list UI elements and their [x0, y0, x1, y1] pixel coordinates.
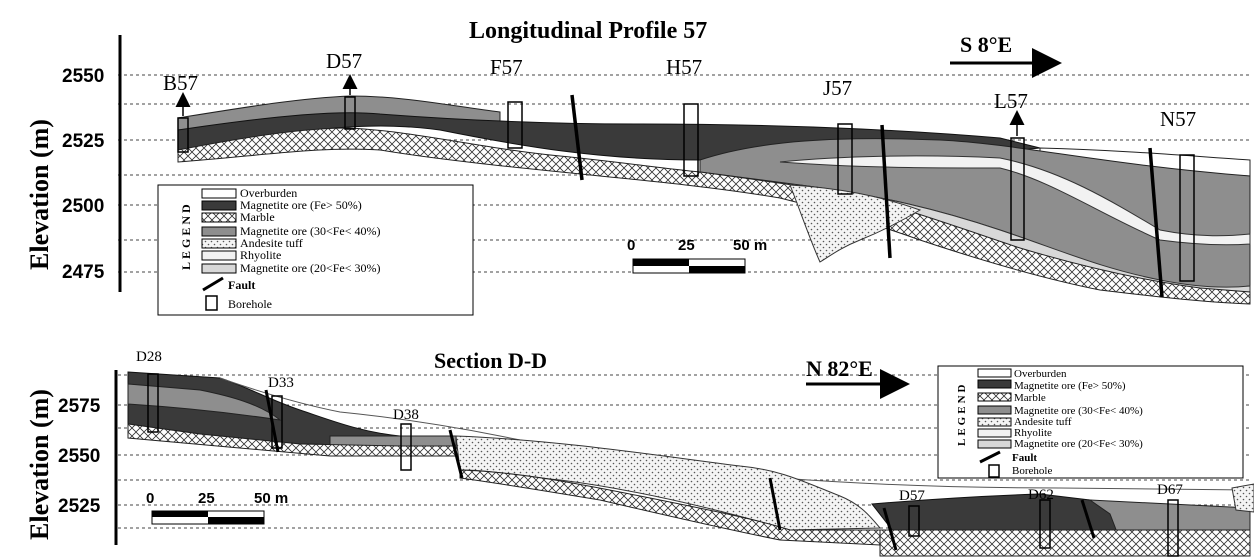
top-marble: [177, 127, 1251, 305]
legend-item-overburden: Overburden: [1014, 368, 1067, 380]
legend-item-ore-high: Magnetite ore (Fe> 50%): [1014, 380, 1126, 392]
borehole-D28: [147, 373, 159, 433]
borehole-label-N57: N57: [1160, 107, 1196, 131]
legend-item-ore-mid: Magnetite ore (30<Fe< 40%): [240, 224, 381, 238]
bottom-tick-2525: 2525: [58, 496, 101, 517]
legend-item-borehole: Borehole: [1012, 465, 1052, 477]
borehole-N57: [1179, 154, 1195, 282]
top-scale-25: 25: [678, 237, 695, 254]
borehole-D38: [400, 423, 412, 471]
borehole-label-J57: J57: [823, 76, 852, 100]
legend-heading: LEGEND: [179, 201, 193, 270]
legend-item-marble: Marble: [1014, 392, 1046, 404]
bottom-tick-2550: 2550: [58, 446, 100, 467]
top-section: Elevation (m) 2550 2525 2500 2475 Longit…: [25, 18, 1251, 316]
borehole-H57: [683, 103, 699, 177]
top-rhyolite-lens: [779, 155, 1251, 246]
legend-item-andesite: Andesite tuff: [240, 236, 303, 250]
top-tick-2475: 2475: [62, 262, 105, 283]
borehole-label-D28: D28: [136, 349, 162, 365]
bottom-scale-0: 0: [146, 490, 154, 507]
top-title: Longitudinal Profile 57: [469, 18, 707, 44]
bottom-section: Elevation (m) 2575 2550 2525 Section D-D…: [25, 348, 1254, 557]
legend-item-rhyolite: Rhyolite: [240, 248, 281, 262]
borehole-label-F57: F57: [490, 55, 523, 79]
borehole-label-D67: D67: [1157, 482, 1183, 498]
legend-item-borehole: Borehole: [228, 297, 272, 311]
borehole-label-D57: D57: [899, 488, 925, 504]
borehole-D57: [908, 505, 920, 537]
bottom-overburden-right: [1231, 483, 1254, 513]
top-scale-0: 0: [627, 237, 635, 254]
borehole-J57: [837, 123, 853, 195]
top-legend: LEGEND Overburden Magnetite ore (Fe> 50%…: [157, 184, 474, 316]
bottom-title: Section D-D: [434, 348, 547, 373]
top-tick-2500: 2500: [62, 196, 104, 217]
borehole-D33: [271, 395, 283, 449]
top-scale-50: 50 m: [733, 237, 767, 254]
top-tick-2525: 2525: [62, 131, 105, 152]
borehole-D62: [1039, 499, 1051, 549]
borehole-D57: [344, 96, 356, 130]
borehole-label-L57: L57: [994, 89, 1028, 113]
legend-heading: LEGEND: [956, 382, 968, 446]
fault-line: [882, 507, 898, 551]
top-scale-bar: 0 25 50 m: [627, 237, 767, 274]
fault-line: [1148, 147, 1164, 298]
bottom-scale-bar: 0 25 50 m: [146, 490, 288, 525]
legend-item-fault: Fault: [1012, 452, 1037, 464]
borehole-L57: [1010, 137, 1025, 241]
borehole-label-D38: D38: [393, 407, 419, 423]
top-borehole-arrows: [175, 74, 1025, 136]
legend-item-fault: Fault: [228, 278, 255, 292]
bottom-direction-label: N 82°E: [806, 356, 873, 381]
bottom-ore-mid-left: [127, 383, 282, 421]
borehole-label-D62: D62: [1028, 487, 1054, 503]
top-y-axis-label: Elevation (m): [25, 119, 54, 270]
bottom-tick-2575: 2575: [58, 396, 101, 417]
bottom-legend: LEGEND Overburden Magnetite ore (Fe> 50%…: [937, 365, 1244, 479]
legend-item-overburden: Overburden: [240, 186, 297, 200]
borehole-label-D57: D57: [326, 49, 362, 73]
fault-line: [570, 94, 584, 181]
top-boreholes: [177, 96, 1195, 282]
borehole-D67: [1167, 499, 1179, 557]
borehole-label-H57: H57: [666, 55, 702, 79]
fault-line: [448, 429, 464, 479]
top-direction-label: S 8°E: [960, 32, 1012, 57]
legend-item-andesite: Andesite tuff: [1014, 416, 1072, 428]
legend-item-ore-high: Magnetite ore (Fe> 50%): [240, 198, 362, 212]
fault-line: [1080, 499, 1096, 539]
bottom-scale-50: 50 m: [254, 490, 288, 507]
legend-item-marble: Marble: [240, 210, 275, 224]
bottom-marble-right: [879, 529, 1251, 557]
top-faults: [570, 94, 1164, 298]
bottom-marble-left: [127, 423, 461, 457]
legend-item-ore-mid: Magnetite ore (30<Fe< 40%): [1014, 405, 1143, 417]
borehole-B57: [177, 117, 189, 153]
borehole-label-B57: B57: [163, 71, 198, 95]
top-tick-2550: 2550: [62, 66, 104, 87]
borehole-F57: [507, 101, 523, 149]
legend-item-ore-low: Magnetite ore (20<Fe< 30%): [240, 261, 381, 275]
bottom-boreholes: [147, 373, 1179, 557]
bottom-scale-25: 25: [198, 490, 215, 507]
fault-line: [768, 477, 782, 531]
bottom-y-axis-label: Elevation (m): [25, 389, 54, 540]
fault-line: [880, 124, 892, 259]
legend-item-ore-low: Magnetite ore (20<Fe< 30%): [1014, 438, 1143, 450]
bottom-layers: [127, 371, 1254, 557]
borehole-label-D33: D33: [268, 375, 294, 391]
legend-item-rhyolite: Rhyolite: [1014, 427, 1052, 439]
